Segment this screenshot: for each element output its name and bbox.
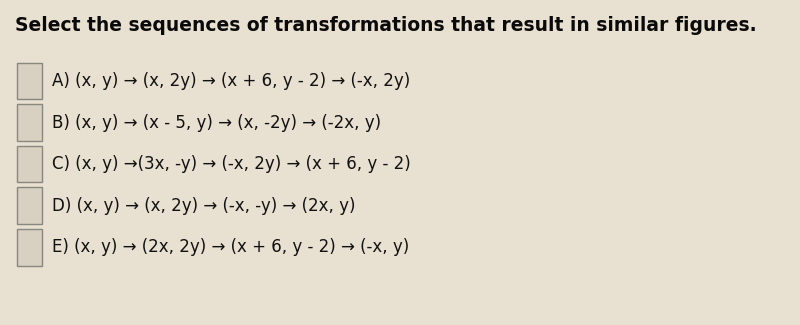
Text: C) (x, y) →(3x, -y) → (-x, 2y) → (x + 6, y - 2): C) (x, y) →(3x, -y) → (-x, 2y) → (x + 6,…	[53, 155, 411, 173]
Text: E) (x, y) → (2x, 2y) → (x + 6, y - 2) → (-x, y): E) (x, y) → (2x, 2y) → (x + 6, y - 2) → …	[53, 238, 410, 256]
Text: Select the sequences of transformations that result in similar figures.: Select the sequences of transformations …	[14, 16, 756, 34]
Bar	[18, 146, 42, 182]
Text: B) (x, y) → (x - 5, y) → (x, -2y) → (-2x, y): B) (x, y) → (x - 5, y) → (x, -2y) → (-2x…	[53, 113, 382, 132]
Bar	[18, 63, 42, 99]
Bar	[18, 229, 42, 266]
Text: D) (x, y) → (x, 2y) → (-x, -y) → (2x, y): D) (x, y) → (x, 2y) → (-x, -y) → (2x, y)	[53, 197, 356, 214]
Bar	[18, 104, 42, 141]
Bar	[18, 187, 42, 224]
Text: A) (x, y) → (x, 2y) → (x + 6, y - 2) → (-x, 2y): A) (x, y) → (x, 2y) → (x + 6, y - 2) → (…	[53, 72, 410, 90]
